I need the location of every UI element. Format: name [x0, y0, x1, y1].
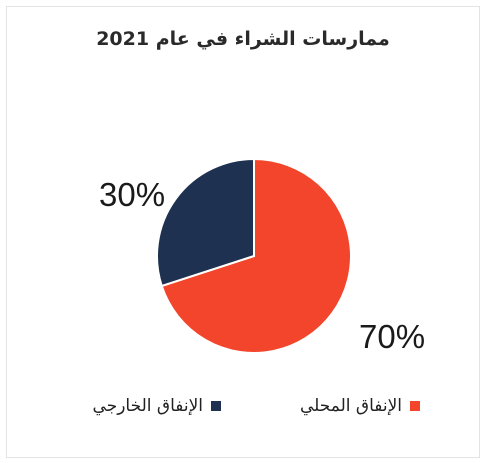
legend-swatch-local: [410, 401, 420, 411]
legend-item-external: الإنفاق الخارجي: [93, 396, 221, 416]
legend-label-local: الإنفاق المحلي: [299, 396, 402, 416]
chart-title: ممارسات الشراء في عام 2021: [96, 28, 390, 50]
legend-item-local: الإنفاق المحلي: [300, 396, 420, 416]
legend-swatch-external: [211, 401, 221, 411]
legend-label-external: الإنفاق الخارجي: [92, 396, 203, 416]
data-label-external: 30%: [99, 176, 166, 213]
legend: الإنفاق المحلي الإنفاق الخارجي: [0, 396, 486, 426]
pie-slice-local: [160, 157, 352, 354]
pie-slice-external: [156, 157, 255, 288]
data-label-local: 70%: [359, 318, 426, 355]
